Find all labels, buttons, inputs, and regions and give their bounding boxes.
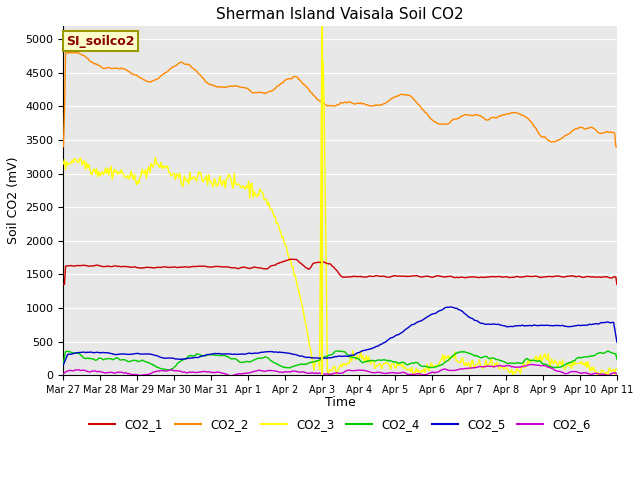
Text: SI_soilco2: SI_soilco2 bbox=[66, 35, 134, 48]
Title: Sherman Island Vaisala Soil CO2: Sherman Island Vaisala Soil CO2 bbox=[216, 7, 464, 22]
X-axis label: Time: Time bbox=[324, 396, 355, 409]
Legend: CO2_1, CO2_2, CO2_3, CO2_4, CO2_5, CO2_6: CO2_1, CO2_2, CO2_3, CO2_4, CO2_5, CO2_6 bbox=[84, 413, 596, 435]
Y-axis label: Soil CO2 (mV): Soil CO2 (mV) bbox=[7, 157, 20, 244]
